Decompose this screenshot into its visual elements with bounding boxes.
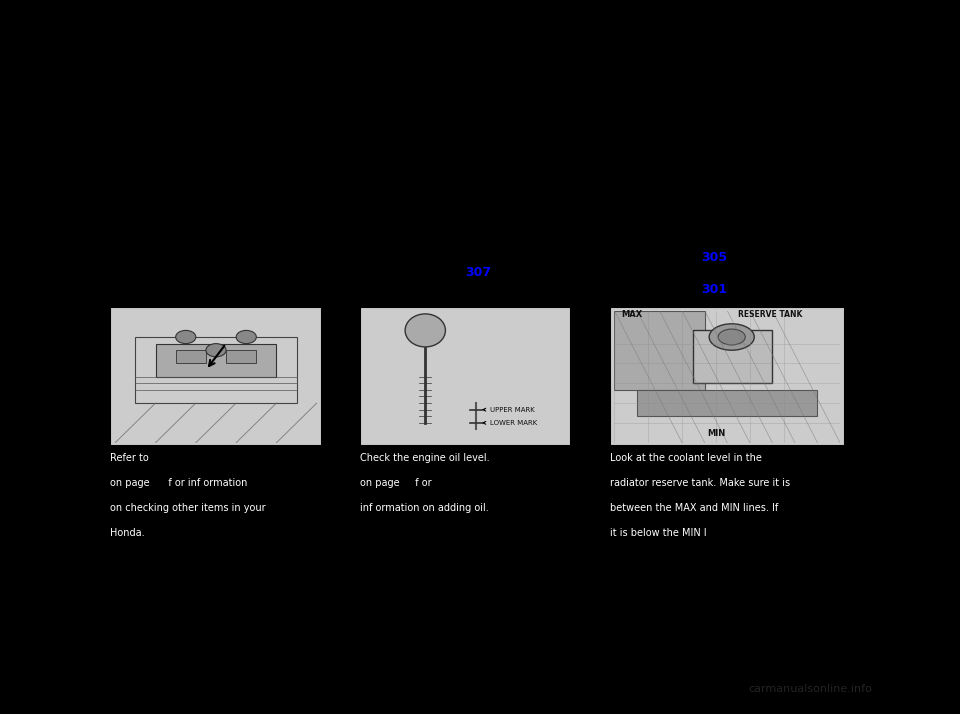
Text: MIN: MIN xyxy=(707,429,725,438)
Text: on checking other items in your: on checking other items in your xyxy=(110,503,266,513)
Bar xyxy=(77,50,883,664)
Bar xyxy=(156,343,276,377)
Bar xyxy=(227,351,256,363)
Text: 307: 307 xyxy=(466,266,492,279)
Text: carmanualsonline.info: carmanualsonline.info xyxy=(749,684,873,694)
Bar xyxy=(110,307,322,446)
Bar xyxy=(135,337,297,403)
Bar xyxy=(637,390,818,416)
Ellipse shape xyxy=(405,314,445,347)
Text: RESERVE TANK: RESERVE TANK xyxy=(738,310,803,319)
Circle shape xyxy=(176,331,196,343)
Text: MAX: MAX xyxy=(621,310,642,319)
Text: Check the engine oil level.: Check the engine oil level. xyxy=(360,453,490,463)
Text: LOWER MARK: LOWER MARK xyxy=(483,420,537,426)
Bar xyxy=(693,331,772,383)
Bar xyxy=(614,311,705,390)
Text: inf ormation on adding oil.: inf ormation on adding oil. xyxy=(360,503,489,513)
Text: Refer to: Refer to xyxy=(110,453,149,463)
Circle shape xyxy=(205,343,227,357)
Text: on page      f or inf ormation: on page f or inf ormation xyxy=(110,478,248,488)
Text: Look at the coolant level in the: Look at the coolant level in the xyxy=(610,453,761,463)
Circle shape xyxy=(718,329,745,345)
Text: Honda.: Honda. xyxy=(110,528,145,538)
Text: it is below the MIN l: it is below the MIN l xyxy=(610,528,707,538)
Text: 305: 305 xyxy=(701,251,727,264)
Text: UPPER MARK: UPPER MARK xyxy=(483,407,535,413)
Circle shape xyxy=(236,331,256,343)
Bar xyxy=(360,307,571,446)
Text: on page     f or: on page f or xyxy=(360,478,432,488)
Bar xyxy=(610,307,845,446)
Text: 301: 301 xyxy=(701,283,727,296)
Text: radiator reserve tank. Make sure it is: radiator reserve tank. Make sure it is xyxy=(610,478,790,488)
Text: between the MAX and MIN lines. If: between the MAX and MIN lines. If xyxy=(610,503,778,513)
Circle shape xyxy=(709,324,755,351)
Bar xyxy=(176,351,206,363)
